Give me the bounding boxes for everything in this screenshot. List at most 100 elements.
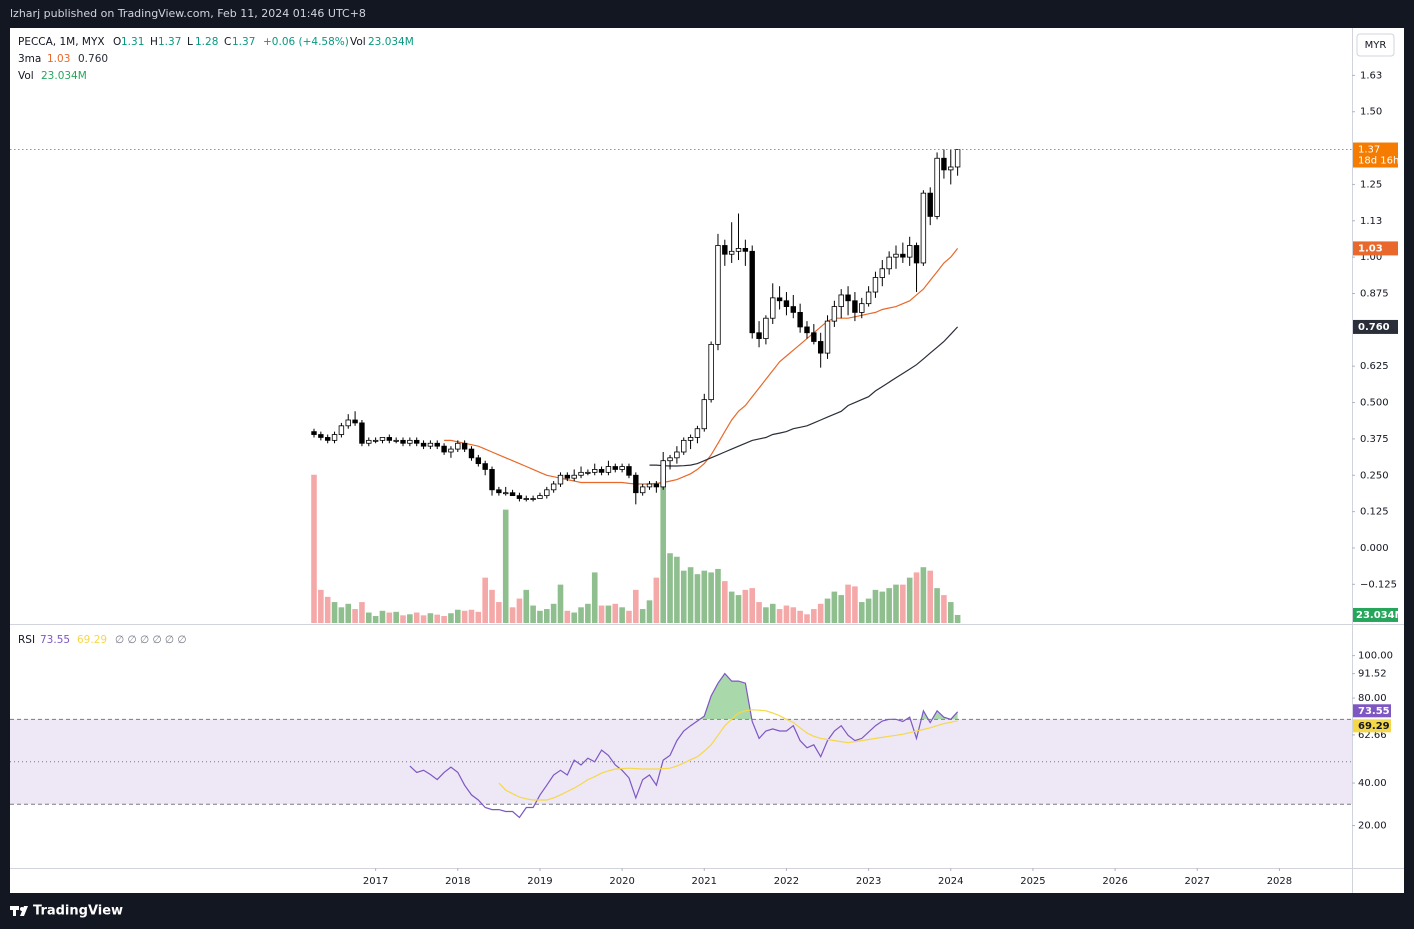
candle-body bbox=[475, 457, 482, 465]
volume-bar bbox=[496, 602, 502, 623]
currency-button[interactable] bbox=[1356, 33, 1395, 57]
volume-bar bbox=[359, 602, 365, 623]
y-tick-label: 40.00 bbox=[1358, 778, 1387, 789]
volume-bar bbox=[776, 609, 783, 623]
candle-body bbox=[879, 268, 885, 278]
volume-bar bbox=[886, 588, 892, 623]
x-tick-label: 2017 bbox=[363, 876, 388, 887]
candle-body bbox=[311, 431, 317, 435]
y-tick-label: 0.375 bbox=[1360, 434, 1389, 445]
candle-body bbox=[845, 294, 851, 302]
volume-bar bbox=[639, 609, 646, 623]
candle-body bbox=[503, 492, 509, 495]
volume-bar bbox=[920, 567, 927, 623]
x-tick-label: 2019 bbox=[527, 876, 552, 887]
x-tick-label: 2018 bbox=[445, 876, 470, 887]
candle-body bbox=[461, 442, 468, 450]
axis-badge bbox=[1353, 704, 1391, 718]
volume-bar bbox=[427, 613, 434, 623]
volume-bar bbox=[728, 591, 735, 623]
volume-bar bbox=[311, 474, 317, 623]
y-tick-label: 62.66 bbox=[1358, 730, 1387, 741]
volume-bar bbox=[338, 607, 345, 623]
volume-bar bbox=[564, 610, 571, 623]
y-tick-label: 0.500 bbox=[1360, 398, 1389, 409]
volume-bar bbox=[413, 612, 420, 623]
volume-bar bbox=[448, 613, 454, 623]
candle-body bbox=[448, 448, 454, 453]
candle-body bbox=[886, 256, 892, 270]
candle-body bbox=[626, 466, 632, 476]
volume-bar bbox=[667, 553, 673, 623]
x-tick-label: 2023 bbox=[856, 876, 881, 887]
candle-body bbox=[482, 463, 488, 470]
volume-bar bbox=[824, 598, 831, 623]
y-tick-label: 1.25 bbox=[1360, 179, 1382, 190]
volume-bar bbox=[509, 607, 516, 623]
candle-body bbox=[420, 442, 427, 447]
legend-key: O bbox=[113, 36, 121, 48]
candle-body bbox=[920, 192, 927, 264]
price-badge-label: 1.37 bbox=[1358, 145, 1380, 156]
indicator-name: RSI bbox=[18, 634, 35, 646]
volume-bar bbox=[653, 577, 660, 623]
axis-badge-label: 1.03 bbox=[1358, 243, 1383, 254]
candle-body bbox=[756, 332, 762, 339]
candle-body bbox=[496, 489, 502, 494]
x-tick-label: 2027 bbox=[1185, 876, 1210, 887]
legend-value: 1.37 bbox=[232, 36, 255, 48]
candle-body bbox=[674, 451, 680, 459]
volume-bar bbox=[379, 610, 386, 623]
volume-bar bbox=[605, 605, 612, 623]
x-tick-label: 2028 bbox=[1267, 876, 1292, 887]
volume-bar bbox=[769, 603, 776, 623]
volume-bar bbox=[571, 612, 577, 623]
x-tick-label: 2025 bbox=[1020, 876, 1045, 887]
header: lzharj published on TradingView.com, Feb… bbox=[10, 7, 366, 20]
axis-badge bbox=[1353, 719, 1391, 733]
y-tick-label: 0.250 bbox=[1360, 470, 1389, 481]
volume-bar bbox=[852, 586, 858, 623]
y-tick-label: 80.00 bbox=[1358, 693, 1387, 704]
volume-bar bbox=[927, 570, 934, 623]
candle-body bbox=[592, 469, 598, 473]
volume-bar bbox=[318, 589, 324, 623]
volume-bar bbox=[954, 614, 961, 623]
volume-bar bbox=[612, 603, 619, 623]
legend-value: 1.37 bbox=[158, 36, 181, 48]
volume-bar bbox=[598, 605, 605, 623]
volume-bar bbox=[454, 609, 461, 623]
volume-bar bbox=[831, 591, 838, 623]
candle-body bbox=[393, 439, 399, 442]
candle-body bbox=[831, 306, 838, 322]
legend-key: C bbox=[224, 36, 231, 48]
candle-body bbox=[516, 495, 523, 499]
volume-bar bbox=[407, 614, 413, 623]
volume-bar bbox=[324, 596, 331, 623]
volume-badge-label: 23.034M bbox=[1356, 610, 1405, 621]
candle-body bbox=[852, 300, 858, 313]
y-tick-label: 1.00 bbox=[1360, 252, 1382, 263]
volume-bar bbox=[872, 589, 879, 623]
currency[interactable]: MYR bbox=[1365, 40, 1387, 51]
rsi-ma-line bbox=[498, 709, 958, 801]
y-tick-label: 0.000 bbox=[1360, 543, 1389, 554]
candle-body bbox=[489, 469, 495, 491]
volume-bar bbox=[701, 570, 708, 623]
countdown: 18d 16h bbox=[1358, 156, 1399, 167]
candle-body bbox=[872, 277, 879, 293]
rsi-band bbox=[10, 719, 1352, 805]
candle-body bbox=[770, 297, 776, 319]
candle-body bbox=[927, 192, 933, 217]
candle-body bbox=[598, 469, 605, 473]
legend-value: 23.034M bbox=[368, 36, 414, 48]
candle-body bbox=[372, 439, 379, 442]
candle-body bbox=[345, 419, 351, 427]
volume-bar bbox=[578, 607, 584, 623]
volume-bar bbox=[386, 612, 393, 623]
legend-value: 69.29 bbox=[77, 634, 107, 646]
volume-bar bbox=[749, 588, 756, 623]
volume-bar bbox=[763, 607, 769, 623]
volume-bar bbox=[633, 589, 639, 623]
